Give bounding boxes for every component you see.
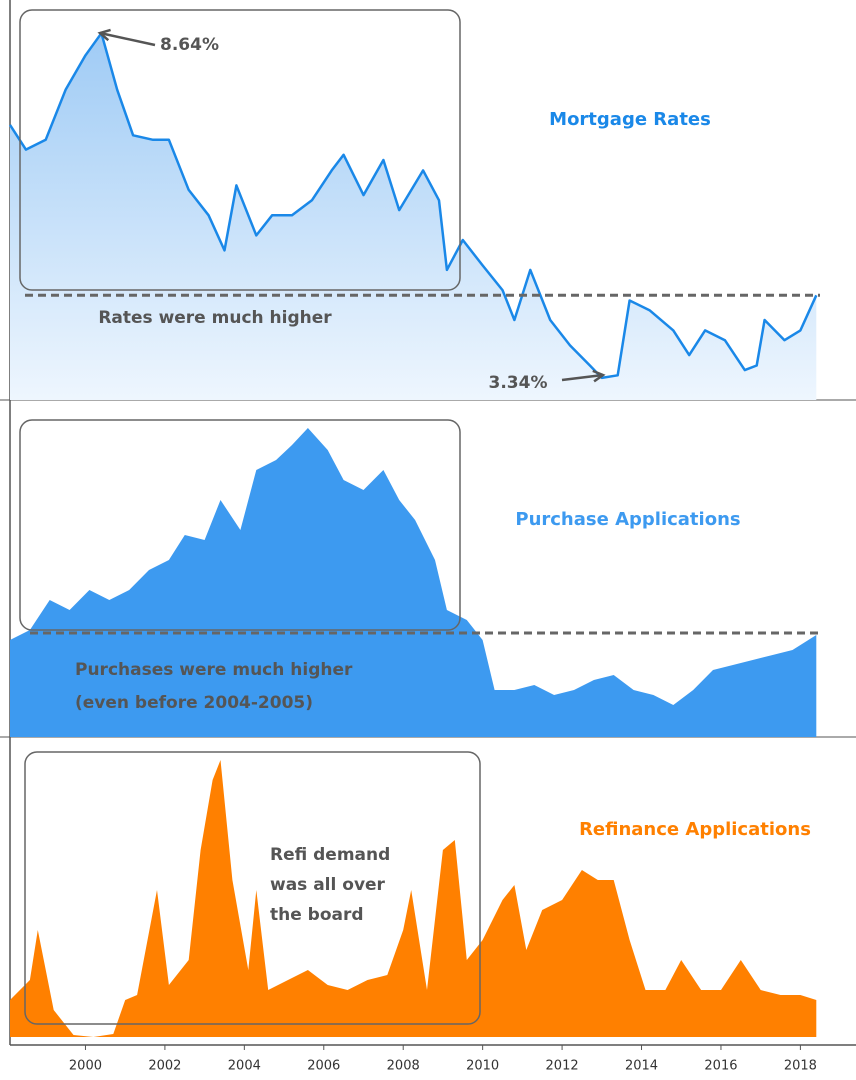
series-title: Mortgage Rates: [549, 109, 711, 130]
annotation: Purchases were much higher: [75, 660, 353, 680]
x-tick-label: 2012: [546, 1059, 579, 1074]
annotation: (even before 2004-2005): [75, 693, 313, 713]
x-tick-label: 2004: [228, 1059, 261, 1074]
arrow: [99, 31, 156, 47]
annotation-box: [19, 419, 461, 631]
rate-line: [8, 31, 818, 380]
area: [10, 428, 817, 737]
x-tick-label: 2014: [625, 1059, 658, 1074]
series-title: Refinance Applications: [579, 819, 811, 840]
arrow: [561, 373, 604, 382]
x-tick-label: 2006: [307, 1059, 340, 1074]
annotation: 8.64%: [160, 35, 219, 55]
arrow-head: [592, 369, 606, 383]
x-tick-label: 2018: [784, 1059, 817, 1074]
annotation: Refi demand: [270, 845, 390, 865]
x-tick-label: 2016: [704, 1059, 737, 1074]
annotation-box: [19, 9, 461, 291]
annotation: Rates were much higher: [98, 308, 332, 328]
area: [10, 760, 817, 1037]
x-tick-label: 2010: [466, 1059, 499, 1074]
annotation: 3.34%: [489, 373, 548, 393]
series-title: Purchase Applications: [515, 509, 740, 530]
x-tick-label: 2002: [148, 1059, 181, 1074]
annotation: was all over: [270, 875, 386, 895]
x-tick-label: 2008: [387, 1059, 420, 1074]
arrow-head: [97, 28, 111, 42]
area-fill: [10, 33, 817, 400]
annotation-box: [24, 751, 481, 1025]
x-tick-label: 2000: [69, 1059, 102, 1074]
annotation: the board: [270, 905, 364, 925]
